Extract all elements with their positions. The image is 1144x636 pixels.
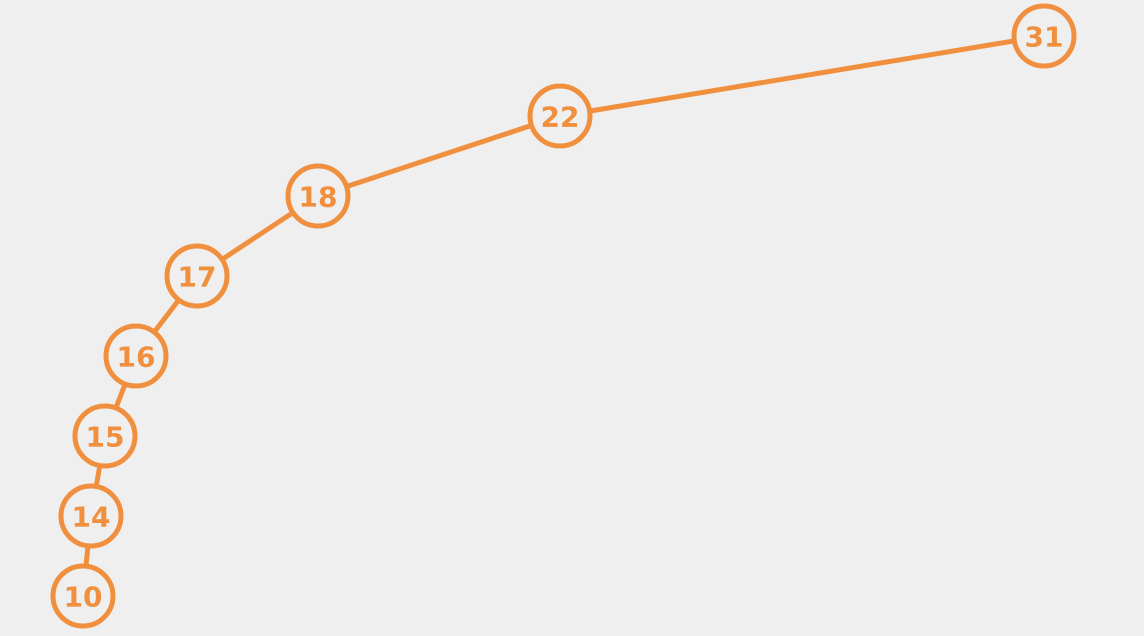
node-circle <box>72 403 138 469</box>
node-label: 15 <box>86 421 125 454</box>
node-label: 18 <box>299 181 338 214</box>
node-circle <box>285 163 351 229</box>
edge-22-31 <box>557 33 1047 119</box>
node-31: 31 <box>1011 3 1077 69</box>
node-circle <box>58 483 124 549</box>
node-circle <box>50 563 116 629</box>
node-circle <box>103 323 169 389</box>
node-label: 16 <box>117 341 156 374</box>
node-label: 31 <box>1025 21 1064 54</box>
node-label: 17 <box>178 261 217 294</box>
node-14: 14 <box>58 483 124 549</box>
node-16: 16 <box>103 323 169 389</box>
node-22: 22 <box>527 83 593 149</box>
edge-18-22 <box>315 113 563 199</box>
node-circle <box>164 243 230 309</box>
node-circle <box>527 83 593 149</box>
node-18: 18 <box>285 163 351 229</box>
node-circle <box>1011 3 1077 69</box>
node-10: 10 <box>50 563 116 629</box>
node-17: 17 <box>164 243 230 309</box>
node-label: 10 <box>64 581 103 614</box>
node-15: 15 <box>72 403 138 469</box>
node-label: 22 <box>541 101 580 134</box>
node-label: 14 <box>72 501 111 534</box>
node-layer: 10 14 15 16 17 18 22 31 <box>50 3 1077 629</box>
